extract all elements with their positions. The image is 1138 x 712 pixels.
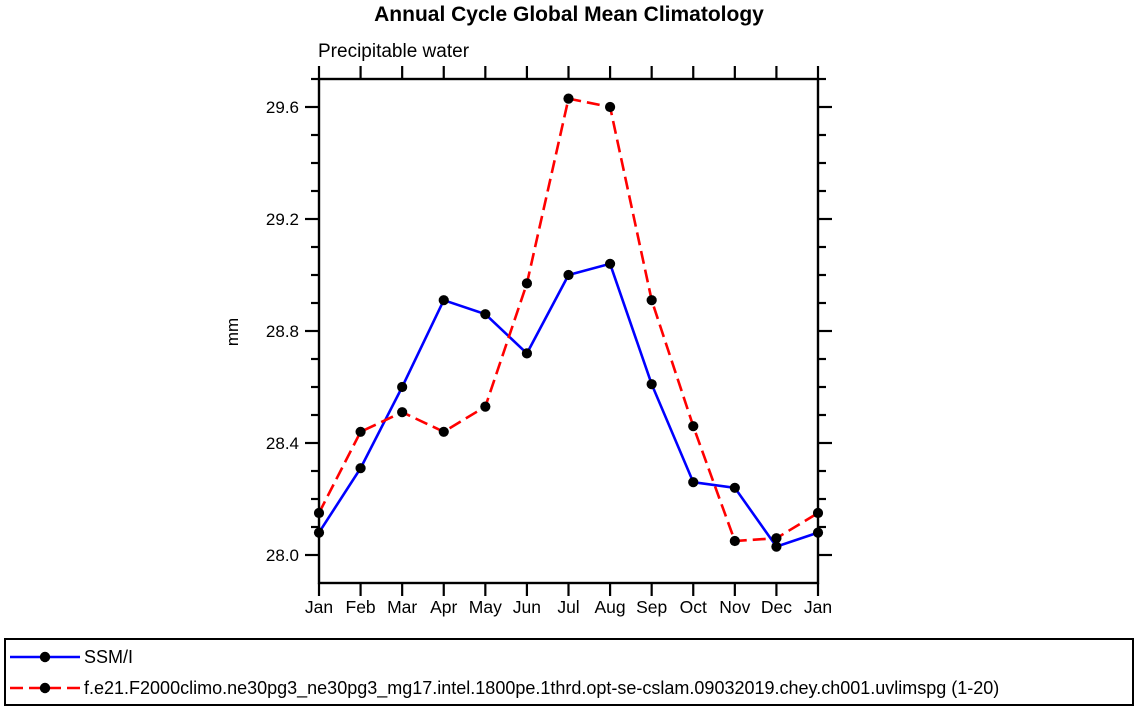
data-point-marker <box>480 309 491 320</box>
x-tick-label: Mar <box>387 597 417 617</box>
y-tick-label: 29.6 <box>266 98 299 117</box>
legend: SSM/I f.e21.F2000climo.ne30pg3_ne30pg3_m… <box>4 638 1134 706</box>
legend-entry-ssmi: SSM/I <box>6 641 1132 672</box>
series-line-0 <box>317 262 819 549</box>
data-point-marker <box>688 421 699 432</box>
data-point-marker <box>771 541 782 552</box>
data-point-marker <box>729 482 740 493</box>
data-point-marker <box>521 348 533 359</box>
data-point-marker <box>355 426 366 437</box>
chart-title: Annual Cycle Global Mean Climatology <box>374 3 764 26</box>
y-tick-label: 28.4 <box>266 434 299 453</box>
data-point-marker <box>646 295 657 306</box>
chart-subtitle: Precipitable water <box>318 41 470 62</box>
data-point-marker <box>313 507 325 519</box>
x-tick-label: Aug <box>595 597 626 617</box>
data-point-marker <box>480 401 491 412</box>
x-tick-label: Jan <box>305 597 333 617</box>
legend-label-model: f.e21.F2000climo.ne30pg3_ne30pg3_mg17.in… <box>84 677 1000 698</box>
y-tick-label: 29.2 <box>266 210 299 229</box>
x-tick-label: Dec <box>761 597 792 617</box>
legend-marker-dot-icon <box>39 682 51 693</box>
y-tick-label: 28.8 <box>266 322 299 341</box>
x-tick-label: May <box>469 597 502 617</box>
x-tick-label: Jun <box>513 597 541 617</box>
legend-marker-dot-icon <box>39 651 51 662</box>
plot-frame <box>317 77 820 585</box>
data-point-marker <box>521 278 533 289</box>
data-point-marker <box>604 258 616 269</box>
data-point-marker <box>397 407 408 418</box>
data-point-marker <box>604 101 616 113</box>
x-tick-label: Apr <box>430 597 457 617</box>
legend-label-ssmi: SSM/I <box>84 646 134 667</box>
x-tick-label: Sep <box>636 597 667 617</box>
y-tick-label: 28.0 <box>266 546 299 565</box>
data-point-marker <box>438 426 449 437</box>
data-point-marker <box>812 507 824 519</box>
data-point-marker <box>563 269 574 281</box>
data-point-marker <box>397 381 408 393</box>
legend-line-sample-ssmi <box>10 651 80 662</box>
data-point-marker <box>729 535 740 547</box>
legend-entry-model: f.e21.F2000climo.ne30pg3_ne30pg3_mg17.in… <box>6 672 1132 703</box>
data-point-marker <box>563 93 574 104</box>
data-point-marker <box>355 463 366 474</box>
legend-line-sample-model <box>10 682 80 693</box>
data-point-marker <box>812 527 824 538</box>
data-point-marker <box>313 527 325 538</box>
x-tick-label: Oct <box>680 597 707 617</box>
data-point-marker <box>438 295 449 306</box>
data-point-marker <box>688 477 699 488</box>
x-tick-label: Nov <box>719 597 750 617</box>
series-line-1 <box>317 97 819 543</box>
x-tick-label: Feb <box>346 597 376 617</box>
data-point-marker <box>646 379 657 390</box>
chart-plot-area: Jan Feb Mar Apr May Jun Jul Aug Sep Oct Nov Dec Jan 2… <box>266 66 832 617</box>
x-tick-label: Jan <box>804 597 832 617</box>
data-point-marker <box>771 533 782 544</box>
x-tick-label: Jul <box>557 597 579 617</box>
